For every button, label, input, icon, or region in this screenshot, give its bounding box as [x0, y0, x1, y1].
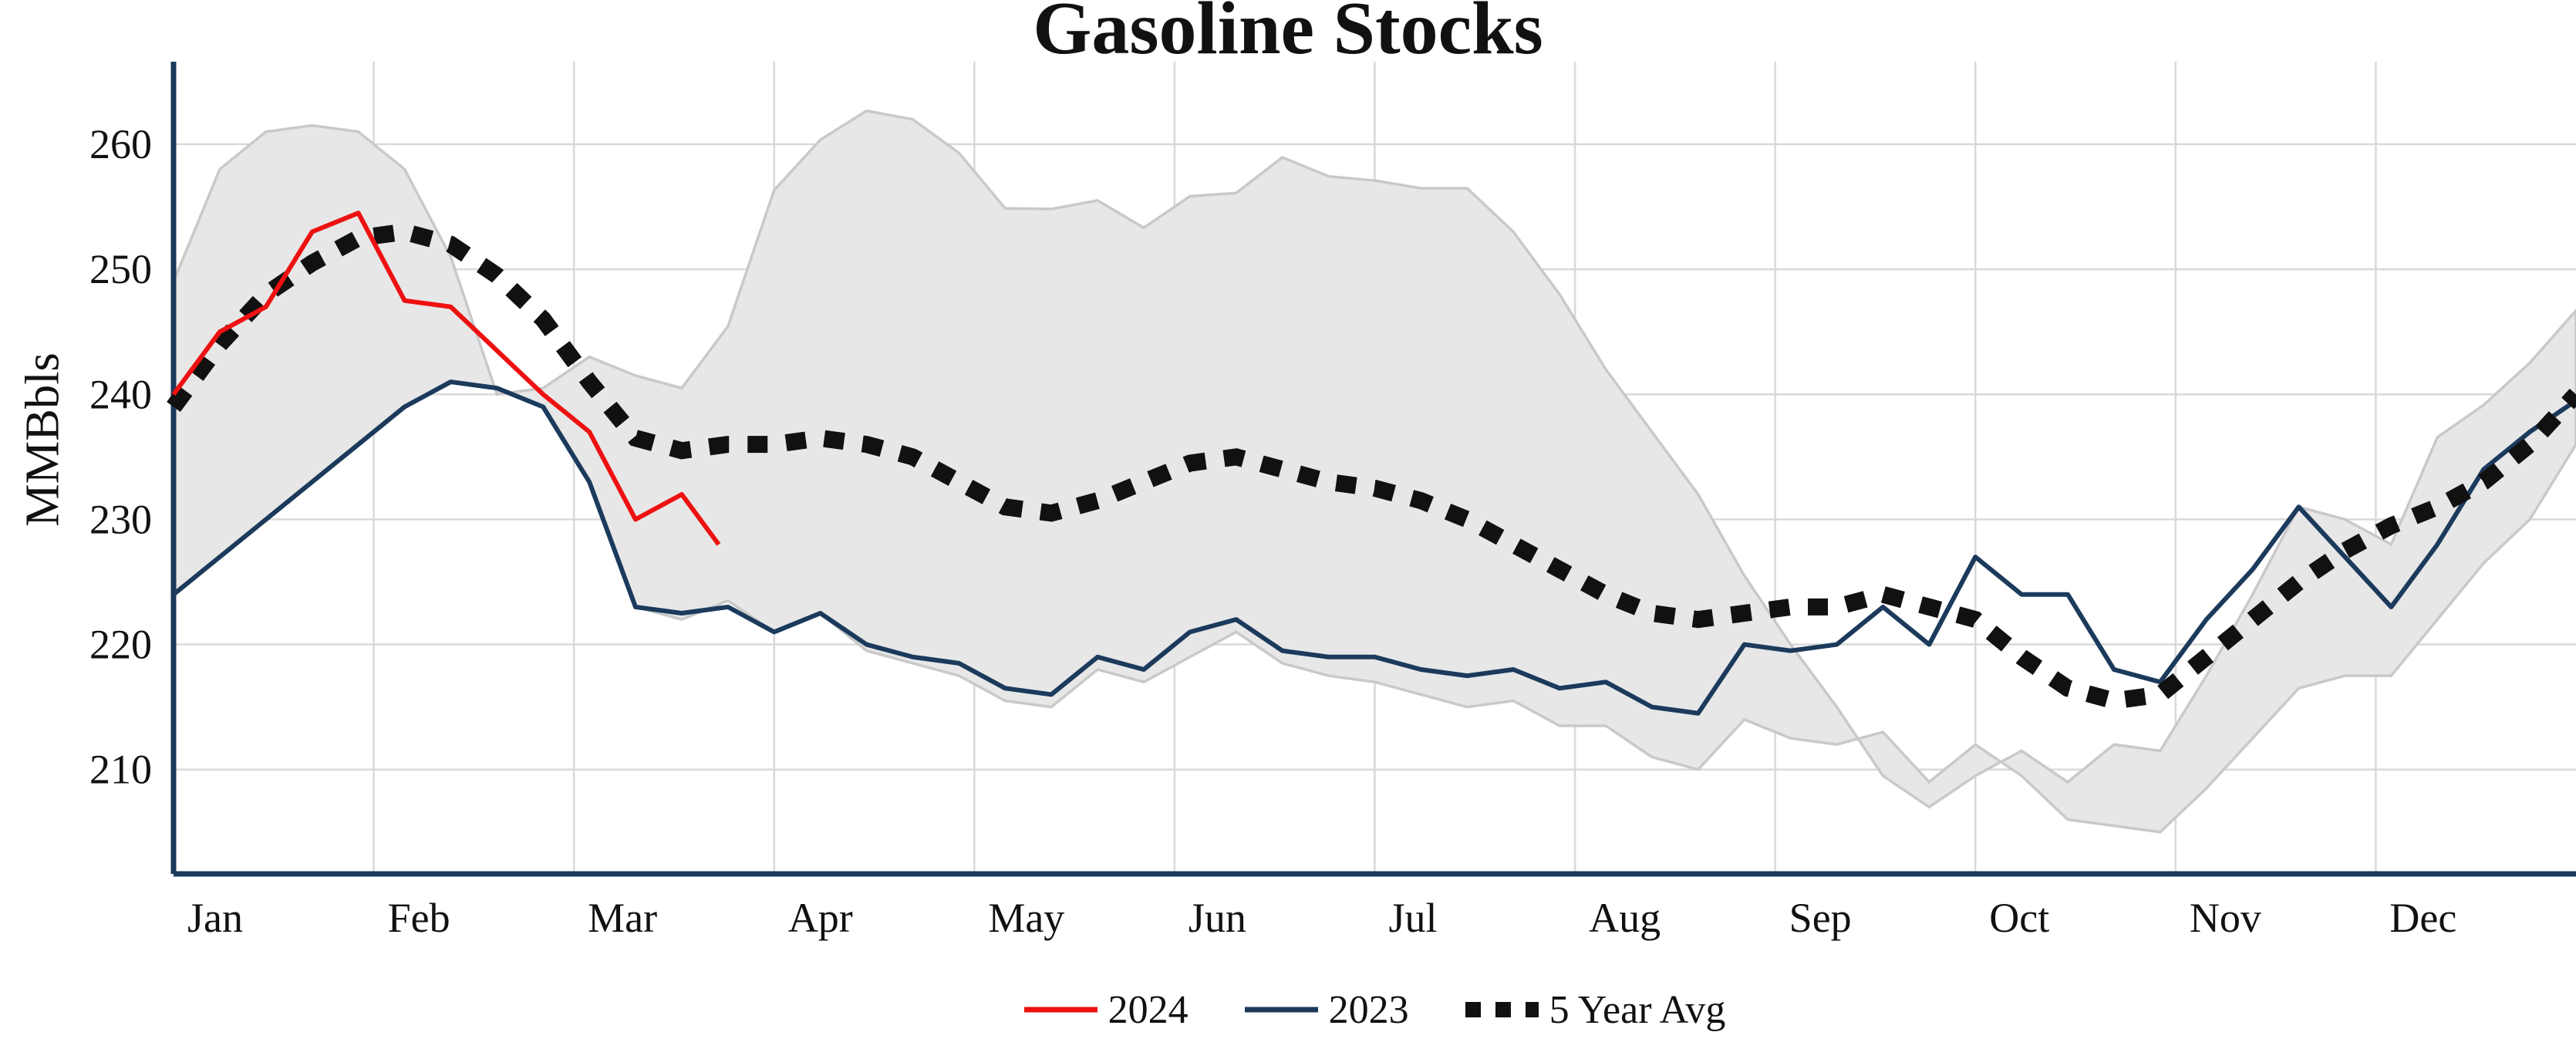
svg-text:Nov: Nov — [2190, 895, 2261, 941]
svg-text:240: 240 — [89, 371, 152, 417]
svg-text:Jul: Jul — [1389, 895, 1438, 941]
svg-text:Mar: Mar — [588, 895, 657, 941]
svg-text:May: May — [988, 895, 1064, 941]
svg-text:Aug: Aug — [1589, 895, 1661, 941]
svg-text:260: 260 — [89, 121, 152, 167]
svg-text:Apr: Apr — [788, 895, 853, 941]
svg-text:Dec: Dec — [2389, 895, 2456, 941]
svg-text:Feb: Feb — [388, 895, 450, 941]
svg-text:Sep: Sep — [1789, 895, 1852, 941]
svg-text:Jun: Jun — [1189, 895, 1246, 941]
svg-text:Oct: Oct — [1989, 895, 2049, 941]
svg-text:210: 210 — [89, 747, 152, 793]
svg-text:250: 250 — [89, 246, 152, 292]
svg-text:220: 220 — [89, 622, 152, 668]
svg-text:Jan: Jan — [187, 895, 243, 941]
svg-text:230: 230 — [89, 496, 152, 542]
